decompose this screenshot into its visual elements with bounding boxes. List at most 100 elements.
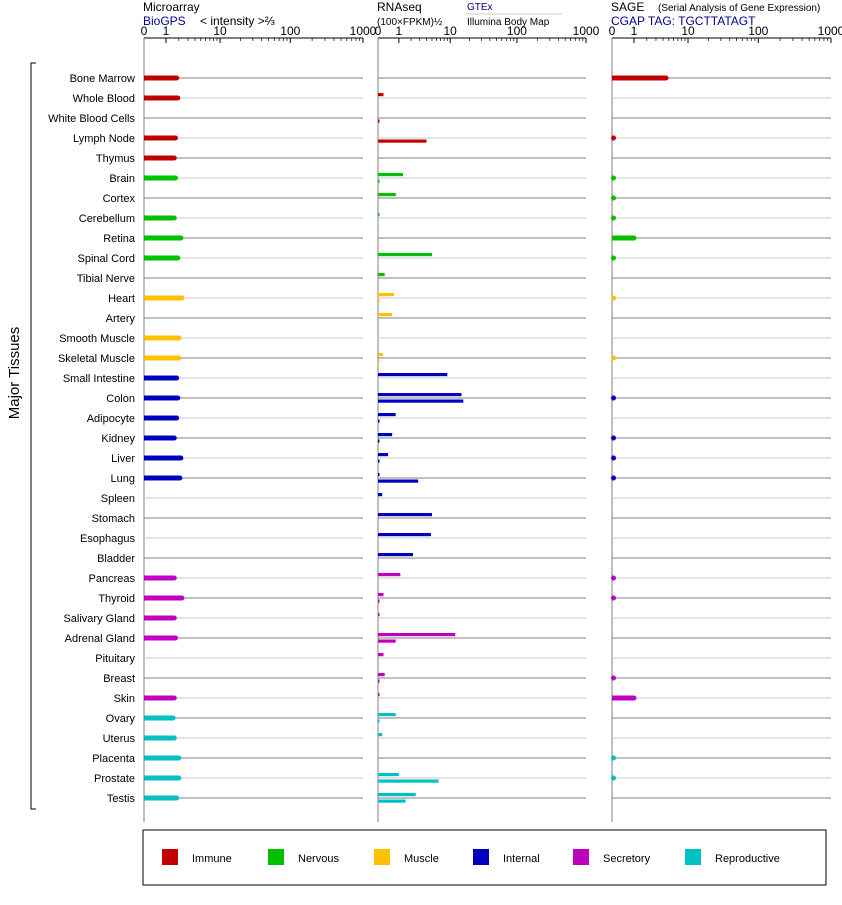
microarray-bar-cap <box>171 695 177 701</box>
sage-bar-cap <box>611 175 616 181</box>
gtex-bar <box>378 673 385 677</box>
legend-item: Muscle <box>374 849 439 865</box>
tissue-label: Colon <box>106 393 135 405</box>
microarray-bar-cap <box>178 455 184 461</box>
microarray-bar <box>144 755 179 761</box>
ibm-bar <box>378 419 380 423</box>
sage-tag: CGAP TAG: TGCTTATAGT <box>611 14 756 28</box>
tissue-label: Pancreas <box>89 573 136 585</box>
microarray-bar <box>144 415 177 421</box>
tissue-label: Uterus <box>103 733 136 745</box>
microarray-bar-cap <box>170 715 176 721</box>
tissue-label: Tibial Nerve <box>77 273 135 285</box>
tissue-label: White Blood Cells <box>48 113 135 125</box>
microarray-bar <box>144 95 178 101</box>
ibm-bar <box>378 799 406 803</box>
legend-swatch <box>162 849 178 865</box>
ibm-bar <box>378 719 380 723</box>
microarray-tick-label: 10 <box>213 24 227 38</box>
tissue-label: Bone Marrow <box>70 73 135 85</box>
gtex-bar <box>378 493 383 497</box>
sage-bar-cap <box>611 395 616 401</box>
microarray-panel: 0 1 10 100 1000 <box>141 24 377 822</box>
tissue-labels: Bone Marrow Whole Blood White Blood Cells L… <box>48 73 136 805</box>
gtex-bar <box>378 733 383 737</box>
tissue-label: Cerebellum <box>79 213 135 225</box>
microarray-bar <box>144 295 182 301</box>
legend-item: Immune <box>162 849 232 865</box>
gtex-bar <box>378 213 380 217</box>
legend-label: Secretory <box>603 853 651 865</box>
sage-bar-cap <box>611 295 616 301</box>
microarray-bar-cap <box>174 415 180 421</box>
microarray-bar <box>144 695 175 701</box>
legend-swatch <box>473 849 489 865</box>
ibm-source: Illumina Body Map <box>467 17 550 28</box>
ibm-bar <box>378 599 380 603</box>
microarray-bar <box>144 155 175 161</box>
sage-bar-cap <box>611 595 616 601</box>
microarray-tick-label: 0 <box>141 24 148 38</box>
gtex-bar <box>378 413 396 417</box>
tissue-label: Smooth Muscle <box>59 333 135 345</box>
tissue-label: Skeletal Muscle <box>58 353 135 365</box>
rnaseq-panel: 0 1 10 100 1000 <box>375 24 600 822</box>
microarray-bar <box>144 255 178 261</box>
tissue-label: Breast <box>103 673 135 685</box>
microarray-bar-cap <box>171 575 177 581</box>
tissue-label: Retina <box>103 233 136 245</box>
microarray-bar <box>144 175 176 181</box>
gtex-bar <box>378 193 396 197</box>
gtex-bar <box>378 353 383 357</box>
major-tissues-label: Major Tissues <box>6 327 23 420</box>
gtex-bar <box>378 453 389 457</box>
rnaseq-tick-label: 1 <box>396 24 403 38</box>
microarray-bar <box>144 435 175 441</box>
microarray-bar-cap <box>175 255 181 261</box>
rnaseq-tick-label: 10 <box>444 24 458 38</box>
microarray-bar-cap <box>171 435 177 441</box>
ibm-bar <box>378 399 464 403</box>
gtex-bar <box>378 173 404 177</box>
legend-item: Reproductive <box>685 849 780 865</box>
gtex-bar <box>378 613 380 617</box>
tissue-label: Artery <box>106 313 136 325</box>
sage-bar-cap <box>611 475 616 481</box>
microarray-bar-cap <box>177 475 183 481</box>
tissue-label: Skin <box>114 693 135 705</box>
rnaseq-tick-label: 1000 <box>573 24 600 38</box>
microarray-bar <box>144 215 175 221</box>
sage-bar-cap <box>611 575 616 581</box>
sage-bar <box>612 75 667 81</box>
gtex-source: GTEx <box>467 2 493 13</box>
microarray-bar <box>144 595 182 601</box>
microarray-bar <box>144 795 177 801</box>
ibm-bar <box>378 179 380 183</box>
microarray-bar-cap <box>176 755 182 761</box>
microarray-bar-cap <box>178 235 184 241</box>
sage-bar-cap <box>611 355 616 361</box>
microarray-bar-cap <box>174 375 180 381</box>
microarray-bar-cap <box>172 135 178 141</box>
sage-bar-cap <box>611 195 616 201</box>
sage-bar-cap <box>611 455 616 461</box>
sage-bar-cap <box>611 775 616 781</box>
tissue-label: Kidney <box>101 433 135 445</box>
ibm-bar <box>378 359 380 363</box>
sage-bar-cap <box>631 695 637 701</box>
sage-bar-cap <box>611 255 616 261</box>
microarray-bar-cap <box>176 775 182 781</box>
gtex-bar <box>378 633 456 637</box>
gtex-bar <box>378 693 380 697</box>
microarray-bar <box>144 615 175 621</box>
sage-title: SAGE <box>611 0 644 14</box>
sage-bar-cap <box>611 675 616 681</box>
tissue-label: Cortex <box>103 193 136 205</box>
microarray-bar-cap <box>179 295 185 301</box>
gtex-bar <box>378 293 394 297</box>
microarray-bar-cap <box>171 215 177 221</box>
microarray-bar <box>144 635 176 641</box>
